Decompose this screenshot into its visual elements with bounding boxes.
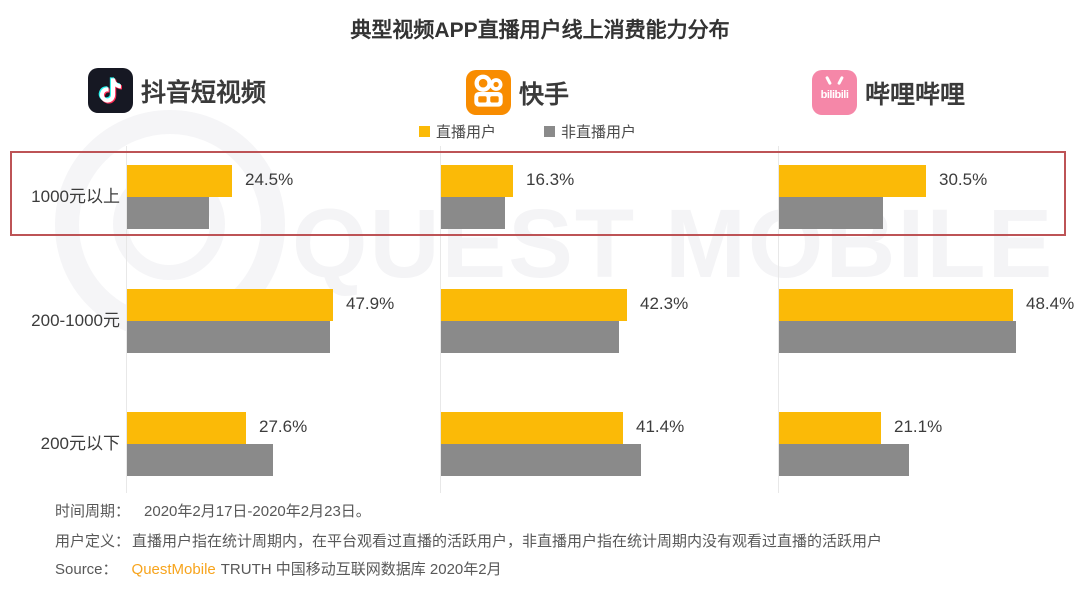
period-value: 2020年2月17日-2020年2月23日。	[144, 503, 371, 520]
app-name: 快手	[519, 80, 570, 109]
legend-label-nonlive: 非直播用户	[561, 124, 637, 141]
legend-item-nonlive: 非直播用户	[544, 121, 636, 142]
legend-swatch-nonlive	[544, 126, 556, 137]
watermark-text: QUEST MOBILE	[292, 189, 1055, 298]
legend: 直播用户 非直播用户	[419, 121, 636, 142]
value-label: 42.3%	[640, 294, 689, 313]
bar-nonlive	[441, 197, 505, 229]
source-brand: QuestMobile	[131, 561, 216, 578]
kuaishou-icon	[466, 70, 511, 115]
value-label: 21.1%	[894, 417, 943, 436]
value-label: 24.5%	[245, 170, 294, 189]
bar-nonlive	[441, 444, 641, 476]
legend-label-live: 直播用户	[436, 124, 497, 141]
bar-nonlive	[441, 321, 619, 353]
douyin-icon	[88, 68, 133, 113]
bar-live	[127, 289, 333, 321]
value-label: 47.9%	[346, 294, 395, 313]
period-label: 时间周期：	[55, 503, 131, 520]
bar-live	[127, 165, 232, 197]
footer-source: Source： QuestMobile TRUTH 中国移动互联网数据库 2020年…	[55, 558, 502, 579]
app-header-bilibili: bilibili 哔哩哔哩	[812, 70, 965, 115]
bilibili-icon-text: bilibili	[820, 88, 849, 101]
bar-live	[779, 412, 881, 444]
bilibili-antenna-icon	[837, 75, 844, 86]
source-label: Source：	[55, 561, 118, 578]
bar-nonlive	[127, 197, 209, 229]
bar-live	[779, 289, 1013, 321]
value-label: 48.4%	[1026, 294, 1075, 313]
definition-value: 直播用户指在统计周期内，在平台观看过直播的活跃用户，非直播用户指在统计周期内没有…	[132, 533, 883, 550]
bar-live	[127, 412, 246, 444]
value-label: 27.6%	[259, 417, 308, 436]
legend-item-live: 直播用户	[419, 121, 496, 142]
value-label: 16.3%	[526, 170, 575, 189]
bar-live	[441, 165, 513, 197]
footer-period: 时间周期： 2020年2月17日-2020年2月23日。	[55, 500, 371, 521]
row-label: 200元以下	[40, 434, 120, 453]
highlight-rectangle	[10, 151, 1066, 236]
bar-nonlive	[779, 321, 1016, 353]
bar-nonlive	[779, 444, 909, 476]
axis-line	[126, 146, 127, 493]
bar-live	[779, 165, 926, 197]
app-header-douyin: 抖音短视频	[88, 68, 266, 113]
bar-live	[441, 289, 627, 321]
legend-swatch-live	[419, 126, 430, 137]
footer-definition: 用户定义： 直播用户指在统计周期内，在平台观看过直播的活跃用户，非直播用户指在统计…	[55, 530, 882, 551]
bar-nonlive	[127, 321, 330, 353]
bilibili-antenna-icon	[825, 75, 832, 86]
app-name: 抖音短视频	[141, 78, 267, 107]
bar-nonlive	[779, 197, 883, 229]
row-label: 200-1000元	[31, 311, 120, 330]
definition-label: 用户定义：	[55, 533, 131, 550]
chart-title: 典型视频APP直播用户线上消费能力分布	[350, 19, 730, 42]
bar-nonlive	[127, 444, 273, 476]
value-label: 41.4%	[636, 417, 685, 436]
app-name: 哔哩哔哩	[865, 80, 966, 109]
bilibili-icon: bilibili	[812, 70, 857, 115]
source-text: TRUTH 中国移动互联网数据库 2020年2月	[220, 561, 502, 578]
axis-line	[440, 146, 441, 493]
bar-live	[441, 412, 623, 444]
value-label: 30.5%	[939, 170, 988, 189]
row-label: 1000元以上	[31, 187, 120, 206]
axis-line	[778, 146, 779, 493]
app-header-kuaishou: 快手	[466, 70, 569, 115]
